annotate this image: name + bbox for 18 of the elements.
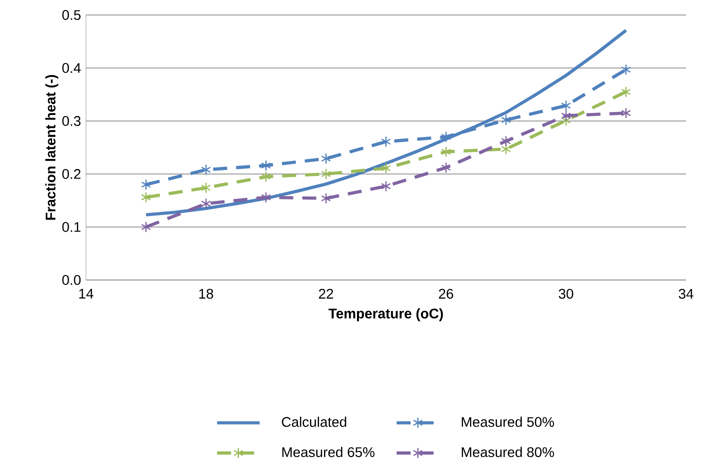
y-tick-label: 0.0 — [62, 275, 81, 285]
y-tick-label: 0.3 — [62, 116, 81, 126]
x-tick-label: 22 — [318, 288, 334, 299]
x-tick-label: 30 — [558, 288, 574, 299]
y-axis-title: Fraction latent heat (-) — [45, 74, 58, 220]
legend-label: Measured 80% — [462, 446, 554, 458]
y-tick-label: 0.5 — [62, 10, 81, 20]
legend-label: Measured 50% — [462, 416, 554, 427]
y-tick-label: 0.4 — [62, 63, 81, 73]
y-tick-label: 0.2 — [62, 169, 80, 179]
y-tick-label: 0.1 — [62, 222, 80, 232]
x-tick-label: 18 — [199, 288, 214, 299]
x-axis-title: Temperature (oC) — [328, 308, 443, 322]
legend-label: Measured 65% — [282, 446, 374, 458]
legend-label: Calculated — [282, 416, 346, 427]
x-tick-label: 14 — [79, 288, 94, 298]
x-tick-label: 26 — [438, 288, 454, 299]
x-tick-label: 34 — [678, 288, 694, 299]
